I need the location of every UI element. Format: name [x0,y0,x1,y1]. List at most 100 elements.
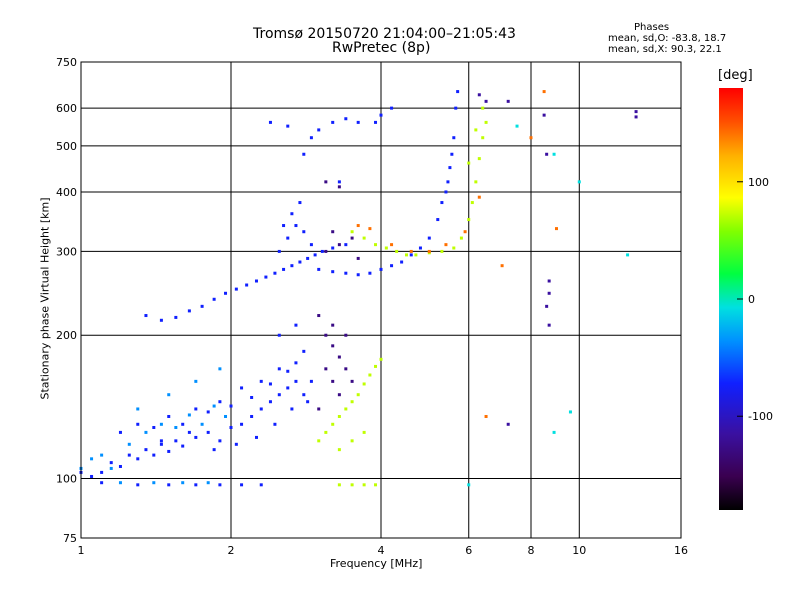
data-point [474,180,478,184]
data-point [350,400,354,404]
data-point [554,227,558,231]
x-tick-label: 2 [228,544,235,557]
data-point [368,373,372,377]
data-point [294,224,298,228]
data-point [109,466,113,470]
data-point [545,304,549,308]
data-point [440,249,444,253]
data-point [167,414,171,418]
data-point [484,99,488,103]
data-point [337,185,341,189]
y-axis-label: Stationary phase Virtual Height [km] [38,197,52,400]
y-tick-label: 200 [56,329,77,342]
data-point [444,190,448,194]
y-tick-label: 75 [63,532,77,545]
data-point [337,355,341,359]
data-point [331,422,335,426]
data-point [187,413,191,417]
data-point [344,243,348,247]
data-point [277,249,281,253]
data-point [374,243,378,247]
data-point [444,243,448,247]
data-point [290,212,294,216]
data-point [159,422,163,426]
data-point [446,180,450,184]
data-point [302,152,306,156]
data-point [331,379,335,383]
data-point [400,260,404,264]
data-point [404,253,408,257]
data-point [477,93,481,97]
data-point [379,113,383,117]
data-point [350,230,354,234]
data-point [259,407,263,411]
data-point [454,106,458,110]
data-point [136,422,140,426]
data-point [362,382,366,386]
data-point [309,136,313,140]
data-point [542,90,546,94]
data-point [324,430,328,434]
data-point [547,279,551,283]
data-point [456,90,460,94]
data-point [302,393,306,397]
data-point [324,367,328,371]
data-point [254,435,258,439]
data-point [450,152,454,156]
data-point [268,382,272,386]
data-point [344,407,348,411]
data-point [362,483,366,487]
data-point [200,422,204,426]
data-point [362,236,366,240]
x-tick-label: 1 [78,544,85,557]
data-point [384,246,388,250]
data-point [344,367,348,371]
data-point [282,224,286,228]
data-point [477,195,481,199]
data-point [317,267,321,271]
data-point [194,407,198,411]
data-point [144,314,148,318]
data-point [324,180,328,184]
data-point [240,422,244,426]
y-tick-label: 600 [56,102,77,115]
data-point [290,407,294,411]
data-point [224,414,228,418]
data-point [218,483,222,487]
data-point [500,264,504,268]
x-tick-label: 10 [572,544,586,557]
data-point [187,430,191,434]
data-point [440,201,444,205]
data-point [379,357,383,361]
plot-frame [80,61,682,539]
data-point [234,442,238,446]
data-point [290,264,294,268]
data-point [167,449,171,453]
data-point [294,323,298,327]
data-point [234,287,238,291]
data-point [356,224,360,228]
data-point [136,457,140,461]
data-point [159,439,163,443]
y-tick-label: 100 [56,473,77,486]
chart-title: Tromsø 20150720 21:04:00–21:05:43 [253,26,516,42]
chart-subtitle: RwPretec (8p) [332,40,431,56]
data-point [187,309,191,313]
data-point [374,364,378,368]
data-point [273,422,277,426]
data-point [344,333,348,337]
data-point [545,152,549,156]
data-point [547,291,551,295]
x-tick-label: 4 [378,544,385,557]
data-point [529,136,533,140]
data-point [174,439,178,443]
data-point [212,297,216,301]
data-point [484,120,488,124]
data-point [245,283,249,287]
data-point [368,227,372,231]
data-point [452,136,456,140]
data-point [206,430,210,434]
data-point [294,379,298,383]
data-point [577,180,581,184]
